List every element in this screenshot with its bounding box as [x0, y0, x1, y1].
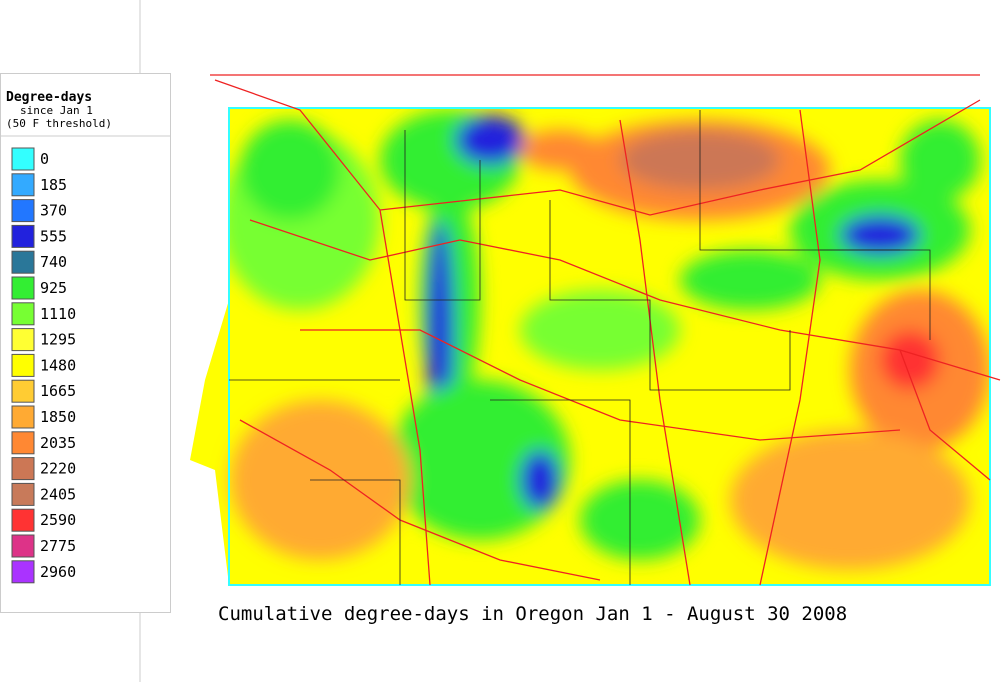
legend-swatch	[11, 353, 35, 377]
legend-label: 185	[40, 176, 67, 194]
legend-label: 0	[40, 150, 49, 168]
legend-label: 2405	[40, 485, 76, 503]
legend-label: 1665	[40, 382, 76, 400]
legend-subtitle: (50 F threshold)	[6, 117, 112, 130]
legend-swatch	[11, 431, 35, 455]
legend-swatch	[11, 482, 35, 506]
legend-swatch	[11, 457, 35, 481]
legend-label: 1110	[40, 305, 76, 323]
legend-label: 2220	[40, 460, 76, 478]
legend-swatch	[11, 250, 35, 274]
map	[190, 74, 1001, 586]
legend-swatch	[11, 302, 35, 326]
legend-swatch	[11, 147, 35, 171]
map-caption: Cumulative degree-days in Oregon Jan 1 -…	[218, 603, 847, 625]
legend-label: 1480	[40, 356, 76, 374]
legend-swatch	[11, 534, 35, 558]
legend-swatch	[11, 276, 35, 300]
legend-label: 555	[40, 227, 67, 245]
legend-swatch	[11, 328, 35, 352]
legend-label: 925	[40, 279, 67, 297]
legend-label: 370	[40, 202, 67, 220]
legend-label: 2960	[40, 563, 76, 581]
legend-swatch	[11, 224, 35, 248]
legend-label: 2775	[40, 537, 76, 555]
legend-swatch	[11, 560, 35, 584]
legend-title: Degree-days	[6, 90, 92, 105]
legend-label: 2590	[40, 511, 76, 529]
legend-swatch	[11, 379, 35, 403]
legend-label: 740	[40, 253, 67, 271]
legend-swatch	[11, 508, 35, 532]
legend-label: 2035	[40, 434, 76, 452]
legend-swatch	[11, 173, 35, 197]
legend-label: 1295	[40, 331, 76, 349]
legend-swatch	[11, 405, 35, 429]
legend-label: 1850	[40, 408, 76, 426]
legend-swatch	[11, 199, 35, 223]
legend-subtitle: since Jan 1	[20, 104, 93, 117]
